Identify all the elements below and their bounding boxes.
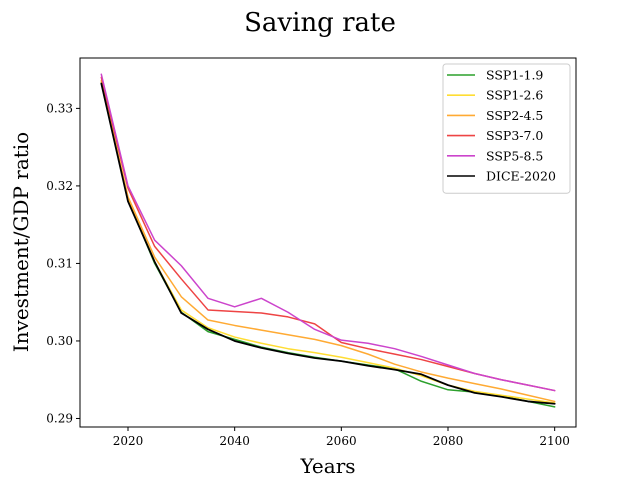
y-tick-label: 0.29 (46, 411, 73, 425)
legend-label: SSP3-7.0 (486, 128, 543, 143)
y-axis: 0.29 0.30 0.31 0.32 0.33 (46, 101, 80, 425)
plot-frame (79, 57, 577, 428)
y-tick-label: 0.31 (46, 256, 73, 270)
x-axis: 2020 2040 2060 2080 2100 (113, 427, 570, 448)
x-axis-label: Years (299, 454, 355, 478)
y-axis-label: Investment/GDP ratio (9, 132, 33, 352)
x-tick-label: 2080 (433, 434, 464, 448)
legend-label: SSP1-1.9 (486, 68, 543, 83)
x-tick-label: 2100 (539, 434, 570, 448)
legend: SSP1-1.9 SSP1-2.6 SSP2-4.5 SSP3-7.0 SSP5-8.5… (442, 63, 571, 194)
y-tick-label: 0.33 (46, 101, 73, 115)
x-tick-label: 2020 (113, 434, 144, 448)
series-line-ssp2-4-5 (100, 79, 556, 403)
series-line-ssp5-8-5 (100, 73, 556, 392)
y-tick-label: 0.32 (46, 179, 73, 193)
legend-label: SSP2-4.5 (486, 108, 543, 123)
series-line-ssp1-2-6 (100, 81, 556, 404)
y-tick-label: 0.30 (46, 334, 73, 348)
x-tick-label: 2060 (326, 434, 357, 448)
legend-label: DICE-2020 (486, 169, 556, 184)
legend-label: SSP1-2.6 (486, 88, 543, 103)
chart-title: Saving rate (244, 8, 396, 38)
series-line-dice-2020 (100, 82, 556, 405)
x-tick-label: 2040 (219, 434, 250, 448)
series-layer (100, 73, 556, 408)
legend-box (442, 63, 571, 194)
legend-label: SSP5-8.5 (486, 148, 543, 163)
